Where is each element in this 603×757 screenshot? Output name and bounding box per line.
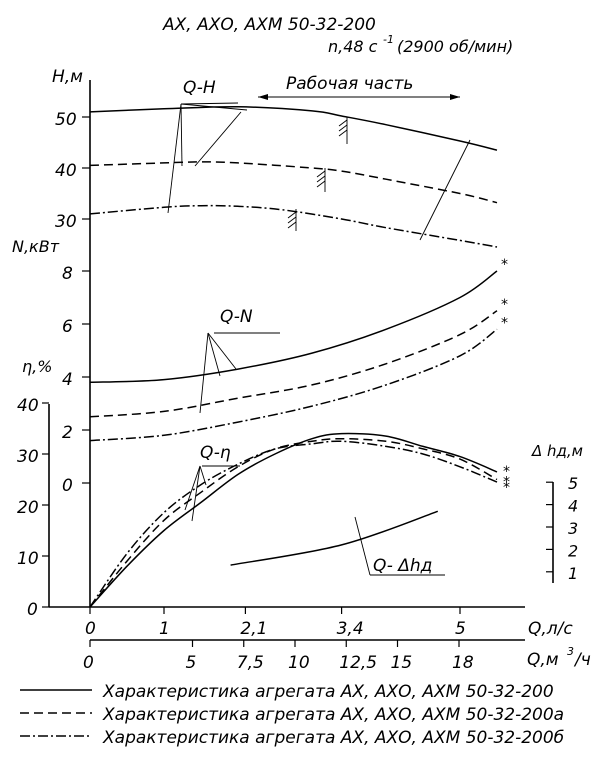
curve-group: ****** — [89, 106, 510, 608]
npsh-tick-label: 3 — [568, 519, 578, 538]
x-axis-label-ls: Q,л/с — [528, 619, 573, 639]
x-axis-label-m3h: Q,м — [527, 650, 559, 670]
leader-line — [194, 111, 242, 167]
n-tick-label: 8 — [62, 264, 73, 284]
h-axis-label: H,м — [52, 67, 83, 87]
npsh-axis-label: Δ hд,м — [531, 442, 583, 460]
work-range-boundary-hb-hatch — [287, 221, 297, 229]
chart-title-speed: n,48 c — [328, 37, 378, 56]
x-tick-label-m3h: 15 — [391, 653, 413, 673]
x-tick-label-ls: 1 — [159, 619, 170, 639]
qh-curve-b — [89, 204, 498, 248]
chart-title-models: АХ, АХО, АХМ 50-32-200 — [162, 15, 376, 35]
eta-tick-label: 40 — [17, 396, 39, 416]
h-tick-label: 40 — [55, 161, 77, 181]
npsh-tick-label: 5 — [568, 474, 578, 493]
qh-curve — [89, 106, 498, 151]
work-range-boundary-hb-hatch — [287, 211, 297, 219]
leader-line — [354, 516, 371, 576]
leader-line — [191, 465, 201, 522]
qn-curve-label: Q-N — [220, 307, 253, 327]
eta-curve-end-marker: * — [503, 480, 510, 496]
tick-group — [42, 116, 553, 647]
chart-title-rpm: (2900 об/мин) — [397, 37, 513, 56]
work-range-arrow-left — [258, 94, 268, 100]
qh-curve-a — [89, 161, 498, 204]
annotation-group: Q-H Рабочая часть Q-N Q-η Q- Δhд — [167, 74, 471, 576]
leader-line — [184, 465, 201, 511]
qh-curve-label: Q-H — [183, 78, 216, 98]
npsh-tick-label: 4 — [568, 497, 578, 516]
x-tick-label-m3h: 7,5 — [237, 653, 264, 673]
work-range-boundary-hb-hatch — [287, 216, 297, 224]
work-range-boundary-ha-hatch — [316, 170, 326, 178]
eta-tick-label: 0 — [27, 600, 38, 620]
tick-label-group: 0 1 2,1 3,4 50 5 7,5 10 12,5 15 183040500246801020… — [17, 110, 578, 673]
axis-label-group: H,м N,кВт η,% Δ hд,м Q,л/с Q,м 3 /ч — [12, 67, 591, 670]
qeta-curve-label: Q-η — [200, 443, 231, 463]
eta-tick-label: 30 — [17, 447, 39, 467]
eta-tick-label: 20 — [17, 498, 39, 518]
npsh-tick-label: 2 — [568, 541, 578, 560]
eta-curve-end-marker: * — [503, 475, 510, 491]
leader-line — [199, 465, 207, 486]
qeta-curve — [89, 432, 498, 608]
work-range-boundary-h-hatch — [338, 124, 348, 132]
n-curve-end-marker: * — [501, 315, 508, 331]
legend-label-b: Характеристика агрегата АХ, АХО, АХМ 50-… — [102, 728, 564, 748]
n-curve-end-marker: * — [501, 257, 508, 273]
qn-curve — [89, 270, 498, 384]
eta-axis-label: η,% — [22, 357, 52, 376]
n-tick-label: 2 — [62, 423, 73, 443]
leader-line — [207, 332, 237, 370]
legend-label: Характеристика агрегата АХ, АХО, АХМ 50-… — [102, 682, 554, 702]
work-range-boundary-h-hatch — [338, 119, 348, 127]
work-range-label: Рабочая часть — [286, 74, 413, 94]
leader-line — [180, 102, 239, 105]
x-tick-label-ls: 0 — [85, 619, 96, 639]
leader-line — [180, 103, 183, 167]
legend-label-a: Характеристика агрегата АХ, АХО, АХМ 50-… — [102, 705, 564, 725]
x-axis-label-m3h-tail: /ч — [573, 650, 591, 670]
n-tick-label: 0 — [62, 476, 73, 496]
x-tick-label-ls: 3,4 — [337, 619, 364, 639]
x-tick-label-m3h: 5 — [186, 653, 197, 673]
qeta-curve-b — [89, 440, 498, 608]
eta-curve-end-marker: * — [503, 464, 510, 480]
work-range-arrow-right — [450, 94, 460, 100]
npsh-curve-label: Q- Δhд — [373, 556, 432, 576]
x-tick-label-ls: 2,1 — [240, 619, 267, 639]
x-tick-label-m3h: 18 — [452, 653, 474, 673]
x-tick-label-m3h: 12,5 — [339, 653, 377, 673]
h-tick-label: 30 — [55, 212, 77, 232]
leader-line — [207, 332, 221, 377]
eta-tick-label: 10 — [17, 549, 39, 569]
h-tick-label: 50 — [55, 110, 77, 130]
work-range-boundary-ha-hatch — [316, 180, 326, 188]
chart-title-group: АХ, АХО, АХМ 50-32-200 n,48 c -1 (2900 о… — [162, 15, 513, 56]
n-tick-label: 4 — [62, 370, 73, 390]
x-tick-label-m3h: 0 — [83, 653, 94, 673]
npsh-tick-label: 1 — [568, 564, 578, 583]
x-axis-label-m3h-exponent: 3 — [567, 645, 574, 658]
qn-curve-b — [89, 328, 498, 442]
x-tick-label-ls: 5 — [455, 619, 466, 639]
x-tick-label-m3h: 10 — [288, 653, 310, 673]
qeta-curve-a — [89, 437, 498, 608]
n-tick-label: 6 — [62, 317, 73, 337]
qn-curve-a — [89, 310, 498, 418]
leader-line — [180, 103, 248, 111]
npsh-curve — [230, 510, 439, 566]
n-curve-end-marker: * — [501, 297, 508, 313]
work-range-boundary-ha-hatch — [316, 175, 326, 183]
legend: Характеристика агрегата АХ, АХО, АХМ 50-… — [20, 682, 564, 748]
n-axis-label: N,кВт — [12, 237, 60, 256]
leader-line — [419, 139, 471, 241]
leader-line — [199, 332, 209, 414]
leader-line — [167, 103, 182, 214]
chart-title-speed-exponent: -1 — [383, 33, 394, 46]
work-range-boundary-h-hatch — [338, 129, 348, 137]
